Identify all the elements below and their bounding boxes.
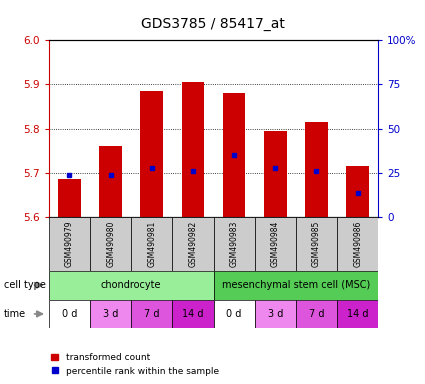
- Bar: [58, 179, 81, 217]
- Bar: [141, 91, 163, 217]
- Legend: transformed count, percentile rank within the sample: transformed count, percentile rank withi…: [51, 353, 219, 376]
- Text: GSM490983: GSM490983: [230, 221, 239, 267]
- Text: cell type: cell type: [4, 280, 46, 290]
- Text: 7 d: 7 d: [144, 309, 159, 319]
- Bar: [49, 271, 213, 300]
- Bar: [99, 146, 122, 217]
- Bar: [173, 300, 213, 328]
- Text: GSM490981: GSM490981: [147, 221, 156, 267]
- Bar: [49, 300, 90, 328]
- Text: 0 d: 0 d: [62, 309, 77, 319]
- Text: GSM490986: GSM490986: [353, 221, 362, 267]
- Bar: [49, 217, 90, 271]
- Bar: [255, 300, 296, 328]
- Bar: [337, 300, 378, 328]
- Bar: [305, 122, 328, 217]
- Text: GSM490979: GSM490979: [65, 220, 74, 267]
- Text: 3 d: 3 d: [268, 309, 283, 319]
- Bar: [337, 217, 378, 271]
- Text: mesenchymal stem cell (MSC): mesenchymal stem cell (MSC): [222, 280, 370, 290]
- Bar: [213, 300, 255, 328]
- Text: GSM490985: GSM490985: [312, 221, 321, 267]
- Bar: [296, 300, 337, 328]
- Text: GSM490984: GSM490984: [271, 221, 280, 267]
- Text: GSM490982: GSM490982: [188, 221, 198, 267]
- Text: chondrocyte: chondrocyte: [101, 280, 162, 290]
- Bar: [90, 217, 131, 271]
- Text: 14 d: 14 d: [182, 309, 204, 319]
- Bar: [213, 271, 378, 300]
- Text: 7 d: 7 d: [309, 309, 324, 319]
- Bar: [255, 217, 296, 271]
- Text: time: time: [4, 309, 26, 319]
- Bar: [346, 166, 369, 217]
- Text: GSM490980: GSM490980: [106, 221, 115, 267]
- Bar: [296, 217, 337, 271]
- Bar: [223, 93, 246, 217]
- Text: 0 d: 0 d: [227, 309, 242, 319]
- Bar: [173, 217, 213, 271]
- Text: GDS3785 / 85417_at: GDS3785 / 85417_at: [141, 17, 284, 31]
- Bar: [131, 217, 173, 271]
- Bar: [213, 217, 255, 271]
- Bar: [131, 300, 173, 328]
- Bar: [90, 300, 131, 328]
- Text: 14 d: 14 d: [347, 309, 368, 319]
- Bar: [264, 131, 286, 217]
- Text: 3 d: 3 d: [103, 309, 118, 319]
- Bar: [181, 82, 204, 217]
